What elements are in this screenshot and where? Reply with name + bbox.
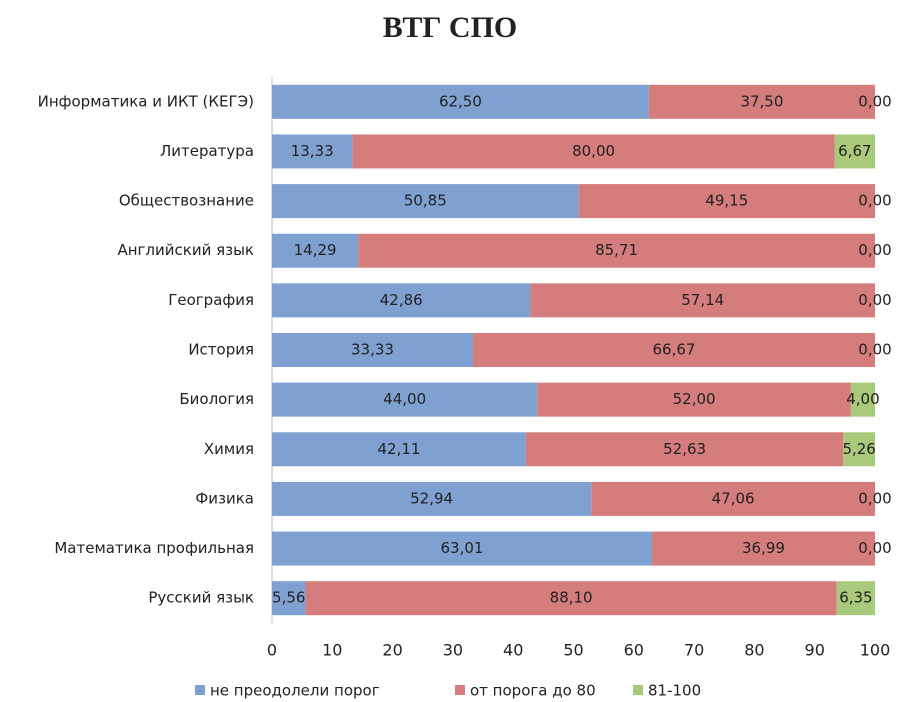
data-label: 37,50 <box>740 92 783 110</box>
bar-segment <box>305 581 837 616</box>
bar-segment <box>272 283 531 318</box>
data-label: 80,00 <box>572 142 615 160</box>
x-tick-label: 30 <box>443 641 463 660</box>
x-tick-label: 70 <box>684 641 704 660</box>
y-tick-label: История <box>188 341 254 359</box>
bar-segment <box>648 84 875 119</box>
data-label: 0,00 <box>858 291 891 309</box>
bar-segment <box>651 531 875 566</box>
bar-segment <box>272 481 592 516</box>
bar-segment <box>272 233 359 268</box>
data-label: 5,56 <box>272 589 305 607</box>
bar-segment <box>272 531 652 566</box>
x-tick-label: 90 <box>805 641 825 660</box>
data-label: 0,00 <box>858 241 891 259</box>
data-label: 33,33 <box>351 341 394 359</box>
data-label: 52,94 <box>410 489 453 507</box>
bar-segment <box>530 283 875 318</box>
chart-title: ВТГ СПО <box>383 11 518 44</box>
data-label: 36,99 <box>742 539 785 557</box>
y-tick-label: География <box>168 291 254 309</box>
data-label: 66,67 <box>653 341 696 359</box>
y-tick-label: Обществознание <box>119 192 254 210</box>
data-label: 0,00 <box>858 192 891 210</box>
x-tick-label: 20 <box>382 641 402 660</box>
bar-segment <box>834 134 875 169</box>
legend-label: от порога до 80 <box>470 682 596 700</box>
data-label: 14,29 <box>294 241 337 259</box>
data-label: 6,35 <box>839 589 872 607</box>
y-tick-label: Математика профильная <box>54 539 254 557</box>
data-label: 62,50 <box>439 92 482 110</box>
bar-segment <box>272 134 353 169</box>
data-label: 0,00 <box>858 341 891 359</box>
data-label: 0,00 <box>858 92 891 110</box>
data-label: 0,00 <box>858 489 891 507</box>
bar-segment <box>272 84 649 119</box>
legend-swatch <box>633 685 643 695</box>
y-tick-label: Английский язык <box>117 241 254 259</box>
data-label: 44,00 <box>383 390 426 408</box>
data-label: 85,71 <box>595 241 638 259</box>
bar-segment <box>352 134 835 169</box>
y-tick-label: Русский язык <box>148 589 254 607</box>
data-label: 50,85 <box>404 192 447 210</box>
data-label: 42,11 <box>377 440 420 458</box>
data-label: 13,33 <box>291 142 334 160</box>
x-tick-label: 0 <box>267 641 277 660</box>
legend-swatch <box>195 685 205 695</box>
bar-segment <box>850 382 875 417</box>
bar-segment <box>272 184 579 219</box>
data-label: 5,26 <box>842 440 875 458</box>
x-tick-label: 10 <box>322 641 342 660</box>
data-label: 6,67 <box>838 142 871 160</box>
x-tick-label: 60 <box>624 641 644 660</box>
data-label: 49,15 <box>705 192 748 210</box>
legend-label: 81-100 <box>648 682 701 700</box>
data-label: 42,86 <box>380 291 423 309</box>
data-label: 63,01 <box>440 539 483 557</box>
y-tick-label: Биология <box>179 390 254 408</box>
x-tick-label: 80 <box>744 641 764 660</box>
data-label: 47,06 <box>712 489 755 507</box>
data-label: 52,63 <box>663 440 706 458</box>
bar-segment <box>836 581 876 616</box>
y-tick-label: Физика <box>195 489 254 507</box>
bar-segment <box>578 184 875 219</box>
bar-segment <box>272 382 538 417</box>
legend-label: не преодолели порог <box>210 682 380 700</box>
data-label: 88,10 <box>550 589 593 607</box>
data-label: 52,00 <box>673 390 716 408</box>
bar-segment <box>272 333 473 367</box>
bar-segment <box>537 382 851 417</box>
legend-swatch <box>455 685 465 695</box>
bar-segment <box>591 481 875 516</box>
data-label: 0,00 <box>858 539 891 557</box>
y-tick-label: Информатика и ИКТ (КЕГЭ) <box>38 92 254 110</box>
bar-segment <box>472 333 875 367</box>
y-tick-label: Химия <box>204 440 254 458</box>
bar-segment <box>272 432 526 467</box>
bar-segment <box>358 233 875 268</box>
x-tick-label: 40 <box>503 641 523 660</box>
bar-segment <box>843 432 875 467</box>
x-tick-label: 100 <box>860 641 891 660</box>
bar-segment <box>525 432 844 467</box>
y-tick-label: Литература <box>160 142 254 160</box>
data-label: 57,14 <box>681 291 724 309</box>
x-tick-label: 50 <box>563 641 583 660</box>
data-label: 4,00 <box>846 390 879 408</box>
bar-segment <box>272 581 306 616</box>
